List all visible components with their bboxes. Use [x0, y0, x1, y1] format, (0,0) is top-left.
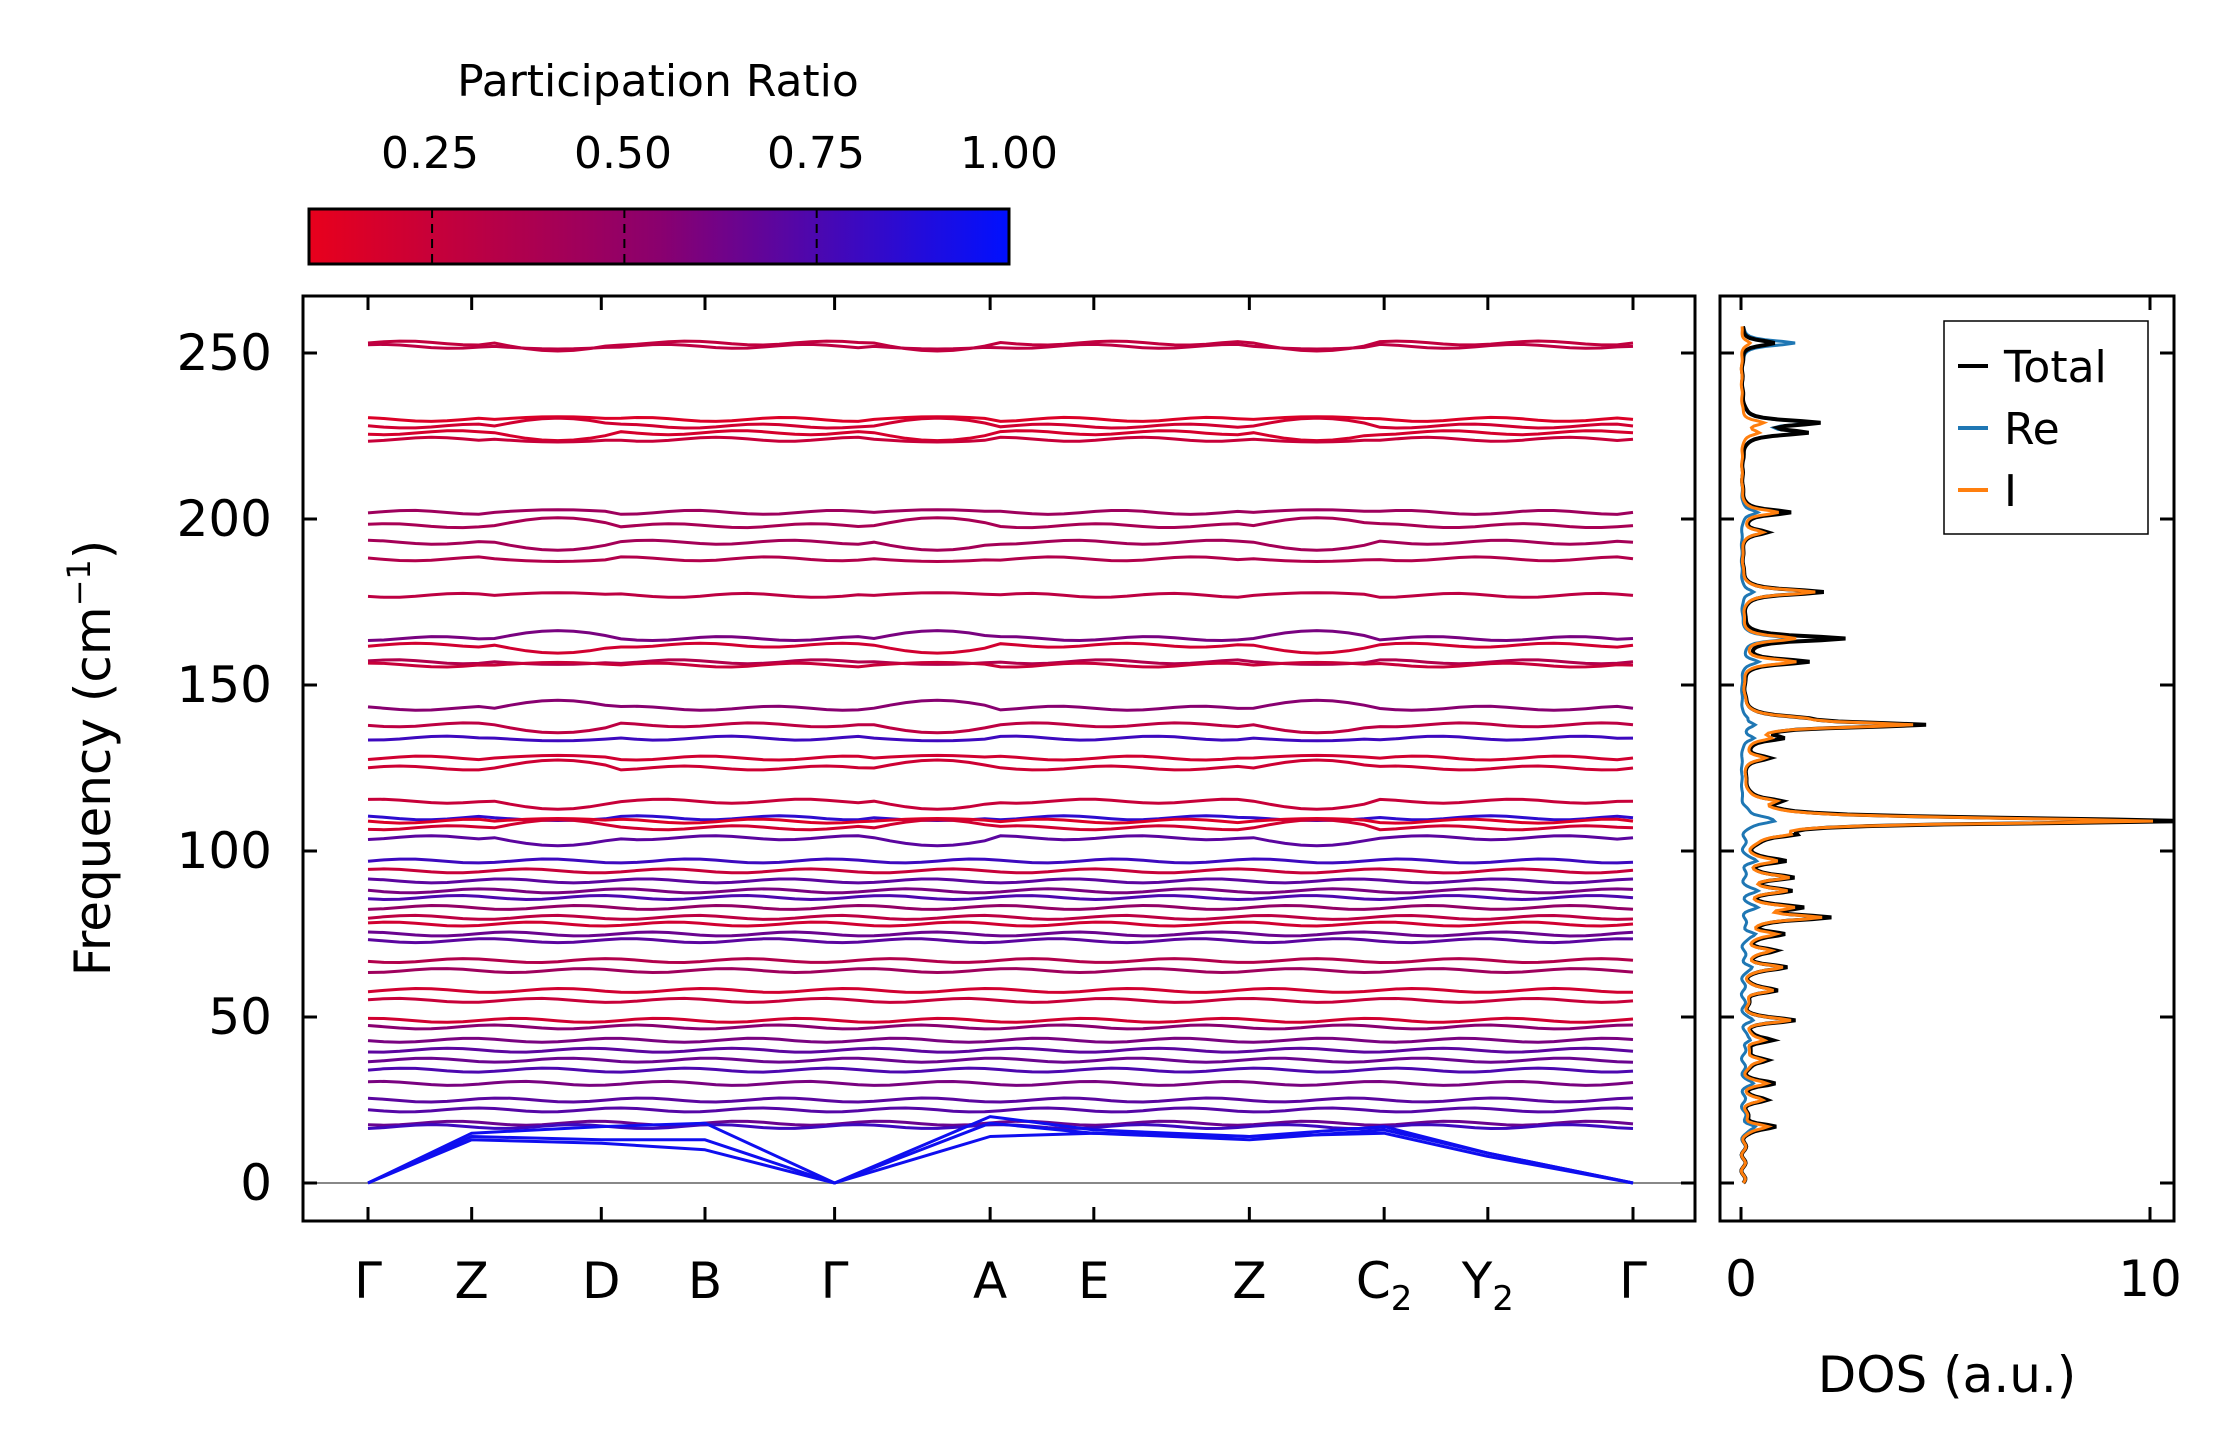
- band-line: [367, 1046, 1634, 1054]
- path-label: Γ: [1619, 1252, 1647, 1310]
- dos-ticks: [1720, 296, 2174, 1221]
- band-line: [367, 957, 1634, 965]
- band-line: [367, 660, 1634, 669]
- path-labels: Γ Z D B Γ A E Z C2 Y2 Γ: [354, 1252, 1647, 1319]
- dos-x-tick-label: 0: [1725, 1250, 1757, 1308]
- path-label: C2: [1356, 1252, 1413, 1319]
- band-line: [367, 930, 1634, 938]
- band-line: [367, 818, 1634, 832]
- band-line: [367, 429, 1634, 443]
- legend-label-total: Total: [2003, 342, 2107, 393]
- acoustic-branch: [367, 1115, 1634, 1185]
- band-line: [367, 721, 1634, 735]
- band-line: [367, 1023, 1634, 1031]
- band-line: [367, 555, 1634, 564]
- dos-panel: 0 10 DOS (a.u.) Total Re I: [1718, 294, 2182, 1404]
- band-line: [367, 986, 1633, 994]
- y-tick-label: 0: [240, 1154, 272, 1212]
- band-line: [367, 903, 1634, 911]
- colorbar-tick-label: 1.00: [960, 128, 1058, 179]
- band-line: [367, 1056, 1634, 1064]
- band-line: [367, 415, 1634, 423]
- colorbar: Participation Ratio 0.25 0.50 0.75 1.00: [307, 56, 1058, 266]
- path-label: Z: [1232, 1252, 1266, 1310]
- band-line: [367, 913, 1634, 921]
- band-line: [367, 1016, 1634, 1024]
- band-line: [367, 734, 1634, 743]
- y-tick-label: 200: [177, 490, 272, 548]
- band-axes-frame: [301, 294, 1697, 1223]
- y-tick-labels: 0 50 100 150 200 250: [177, 324, 272, 1212]
- band-line: [367, 937, 1634, 945]
- colorbar-tick-labels: 0.25 0.50 0.75 1.00: [381, 128, 1058, 179]
- path-tick-marks: [366, 296, 1635, 1221]
- colorbar-tick-label: 0.25: [381, 128, 479, 179]
- band-line: [367, 877, 1634, 885]
- path-label: A: [973, 1252, 1007, 1310]
- band-panel: 0 50 100 150 200 250 Frequency (cm−1) Γ Z…: [60, 294, 1697, 1319]
- band-line: [367, 1096, 1634, 1104]
- legend-label-i: I: [2004, 466, 2017, 517]
- band-line: [367, 629, 1634, 643]
- band-line: [367, 1036, 1634, 1044]
- band-line: [367, 435, 1634, 444]
- band-line: [367, 967, 1634, 975]
- y-tick-label: 50: [208, 988, 272, 1046]
- band-line: [367, 342, 1634, 351]
- acoustic-branch: [367, 1131, 1634, 1185]
- band-line: [367, 1119, 1634, 1127]
- legend: Total Re I: [1943, 320, 2149, 535]
- band-line: [367, 857, 1634, 865]
- y-tick-label: 150: [177, 656, 272, 714]
- band-line: [367, 758, 1634, 772]
- band-line: [367, 753, 1634, 762]
- colorbar-label: Participation Ratio: [457, 56, 859, 107]
- dos-x-tick-label: 10: [2118, 1250, 2182, 1308]
- path-label: Z: [455, 1252, 489, 1310]
- band-line: [367, 1066, 1634, 1074]
- band-line: [367, 508, 1634, 516]
- band-line: [367, 797, 1634, 811]
- band-line: [367, 920, 1634, 928]
- band-line: [367, 867, 1634, 875]
- path-label: D: [582, 1252, 621, 1310]
- band-line: [367, 698, 1634, 712]
- acoustic-branch: [367, 1121, 1634, 1185]
- band-line: [367, 1106, 1634, 1114]
- path-label: Γ: [354, 1252, 382, 1310]
- dos-line-i: [1739, 326, 2154, 1184]
- band-line: [367, 834, 1634, 848]
- dos-curves: [1739, 325, 2174, 1185]
- colorbar-tick-label: 0.50: [574, 128, 672, 179]
- path-label: Y2: [1461, 1252, 1514, 1319]
- band-line: [367, 516, 1634, 530]
- band-line: [367, 538, 1634, 552]
- legend-label-re: Re: [2004, 404, 2060, 455]
- y-ticks: [303, 351, 1695, 1185]
- path-label: E: [1078, 1252, 1110, 1310]
- path-label: B: [688, 1252, 722, 1310]
- colorbar-ticks: [431, 209, 818, 264]
- band-line: [367, 996, 1634, 1004]
- dos-axes-frame: [1718, 294, 2176, 1223]
- dos-x-axis-label: DOS (a.u.): [1818, 1346, 2077, 1404]
- path-label: Γ: [821, 1252, 849, 1310]
- band-lines: [367, 339, 1634, 1185]
- band-line: [367, 416, 1634, 430]
- y-tick-label: 100: [177, 822, 272, 880]
- band-line: [367, 893, 1634, 902]
- band-line: [367, 1079, 1634, 1087]
- band-line: [367, 816, 1634, 825]
- colorbar-gradient: [307, 207, 1011, 266]
- y-tick-label: 250: [177, 324, 272, 382]
- y-axis-label: Frequency (cm−1): [60, 540, 122, 977]
- colorbar-tick-label: 0.75: [767, 128, 865, 179]
- band-line: [367, 641, 1634, 655]
- band-line: [367, 591, 1634, 599]
- band-line: [367, 887, 1634, 895]
